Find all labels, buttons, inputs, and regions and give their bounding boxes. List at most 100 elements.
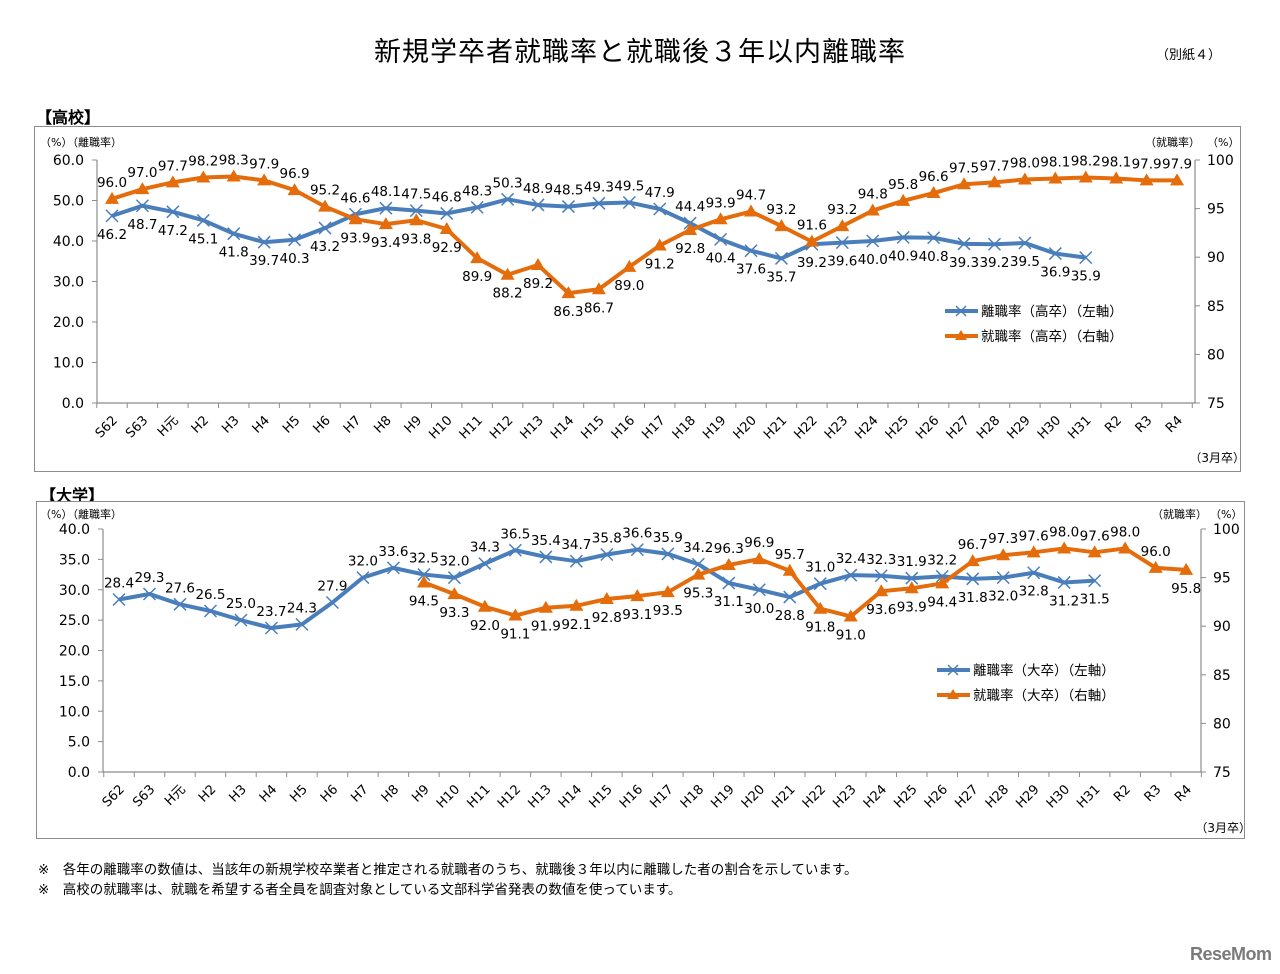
employment-data-label: 97.5 [949, 160, 979, 176]
employment-data-label: 91.8 [805, 620, 835, 636]
employment-data-label: 93.4 [371, 235, 401, 251]
separation-rate-marker [447, 571, 461, 585]
separation-rate-marker [1079, 251, 1093, 265]
employment-data-label: 91.1 [500, 627, 530, 643]
employment-rate-marker [813, 601, 828, 614]
legend-x-marker-icon [955, 305, 967, 317]
separation-rate-marker [478, 557, 492, 571]
employment-data-label: 91.9 [531, 619, 561, 635]
legend-label: 就職率（高卒）（右軸） [981, 328, 1123, 345]
footnote: ※ 高校の就職率は、就職を希望する者全員を調査対象としている文部科学省発表の数値… [38, 882, 682, 898]
separation-data-label: 40.4 [706, 250, 736, 266]
annex-label: （別紙４） [1156, 48, 1222, 63]
employment-rate-marker [1078, 170, 1093, 183]
separation-data-label: 34.2 [683, 540, 713, 556]
separation-data-label: 31.2 [1049, 593, 1079, 609]
employment-rate-marker [196, 170, 211, 183]
employment-data-label: 98.2 [188, 153, 218, 169]
employment-rate-marker [835, 219, 850, 232]
x-axis-tick-label: H15 [586, 782, 615, 811]
separation-data-label: 32.0 [439, 554, 469, 570]
employment-data-label: 95.8 [1171, 581, 1201, 597]
x-axis-tick-label: S63 [130, 782, 158, 810]
separation-rate-marker [774, 251, 788, 265]
separation-data-label: 47.2 [158, 223, 188, 239]
right-axis-title: （就職率） [1145, 135, 1200, 149]
employment-rate-marker [904, 581, 919, 594]
employment-data-label: 91.2 [645, 257, 675, 273]
employment-data-label: 96.6 [919, 169, 949, 185]
employment-rate-marker [378, 217, 393, 230]
left-axis-tick-label: 60.0 [53, 153, 84, 169]
employment-rate-marker [996, 548, 1011, 561]
x-axis-note: （3月卒） [1195, 821, 1251, 835]
separation-data-label: 35.4 [531, 533, 561, 549]
employment-data-label: 89.9 [462, 269, 492, 285]
employment-rate-marker [1026, 545, 1041, 558]
separation-rate-marker [752, 583, 766, 597]
separation-data-label: 43.2 [310, 239, 340, 255]
employment-rate-marker [105, 191, 119, 204]
employment-rate-marker [713, 212, 728, 225]
separation-rate-marker [957, 237, 971, 251]
chart-frame-university [36, 501, 1245, 839]
separation-rate-marker [592, 196, 606, 210]
separation-data-label: 40.0 [858, 252, 888, 268]
employment-rate-marker [843, 609, 858, 622]
employment-data-label: 98.0 [1049, 524, 1079, 540]
employment-data-label: 91.0 [836, 627, 866, 643]
separation-rate-marker [600, 547, 614, 562]
separation-data-label: 47.5 [401, 187, 431, 203]
separation-data-label: 40.8 [919, 249, 949, 265]
separation-data-label: 27.6 [165, 580, 195, 596]
employment-data-label: 86.3 [553, 304, 583, 320]
separation-data-label: 48.3 [462, 183, 492, 199]
separation-rate-marker [166, 205, 180, 219]
x-axis-tick-label: R2 [1111, 782, 1134, 805]
separation-data-label: 31.9 [897, 554, 927, 570]
left-axis-tick-label: 35.0 [59, 552, 90, 568]
employment-rate-marker [1170, 173, 1185, 186]
separation-data-label: 24.3 [287, 600, 317, 616]
employment-data-label: 92.8 [592, 610, 622, 626]
x-axis-tick-label: H28 [983, 782, 1012, 811]
left-axis-tick-label: 40.0 [59, 522, 90, 538]
separation-data-label: 48.9 [523, 181, 553, 197]
separation-rate-marker [440, 206, 454, 220]
right-axis-tick-label: 90 [1207, 250, 1225, 266]
x-axis-tick-label: H16 [617, 782, 646, 811]
separation-data-label: 27.9 [317, 579, 347, 595]
employment-data-label: 93.5 [653, 603, 683, 619]
employment-rate-marker [599, 591, 614, 604]
x-axis-tick-label: H24 [861, 782, 890, 811]
separation-rate-marker [203, 604, 218, 618]
separation-data-label: 36.5 [500, 526, 530, 542]
separation-data-label: 39.6 [827, 254, 857, 270]
separation-rate-marker [866, 234, 880, 248]
employment-rate-marker [561, 286, 576, 299]
employment-data-label: 96.0 [1141, 544, 1171, 560]
employment-data-label: 98.1 [1040, 154, 1070, 170]
right-axis-tick-label: 95 [1207, 202, 1225, 218]
employment-rate-marker [257, 173, 272, 186]
employment-rate-marker [622, 259, 637, 272]
separation-data-label: 26.5 [195, 587, 225, 603]
separation-rate-marker [409, 204, 423, 218]
x-axis-tick-label: H3 [226, 782, 249, 805]
separation-rate-marker [325, 595, 339, 610]
employment-rate-marker [896, 193, 911, 206]
employment-rate-marker [1118, 541, 1133, 554]
employment-data-label: 93.9 [340, 230, 370, 246]
employment-data-label: 95.7 [775, 547, 805, 563]
separation-rate-marker [630, 543, 644, 557]
left-axis-tick-label: 0.0 [62, 396, 84, 412]
x-axis-tick-label: H6 [318, 782, 341, 805]
x-axis-tick-label: H23 [830, 782, 859, 811]
employment-data-label: 97.3 [988, 531, 1018, 547]
left-axis-tick-label: 30.0 [53, 275, 84, 291]
employment-data-label: 94.7 [736, 188, 766, 204]
separation-rate-marker [561, 200, 575, 214]
employment-rate-marker [752, 552, 767, 565]
employment-data-label: 93.6 [866, 602, 896, 618]
separation-rate-marker [1088, 574, 1102, 588]
